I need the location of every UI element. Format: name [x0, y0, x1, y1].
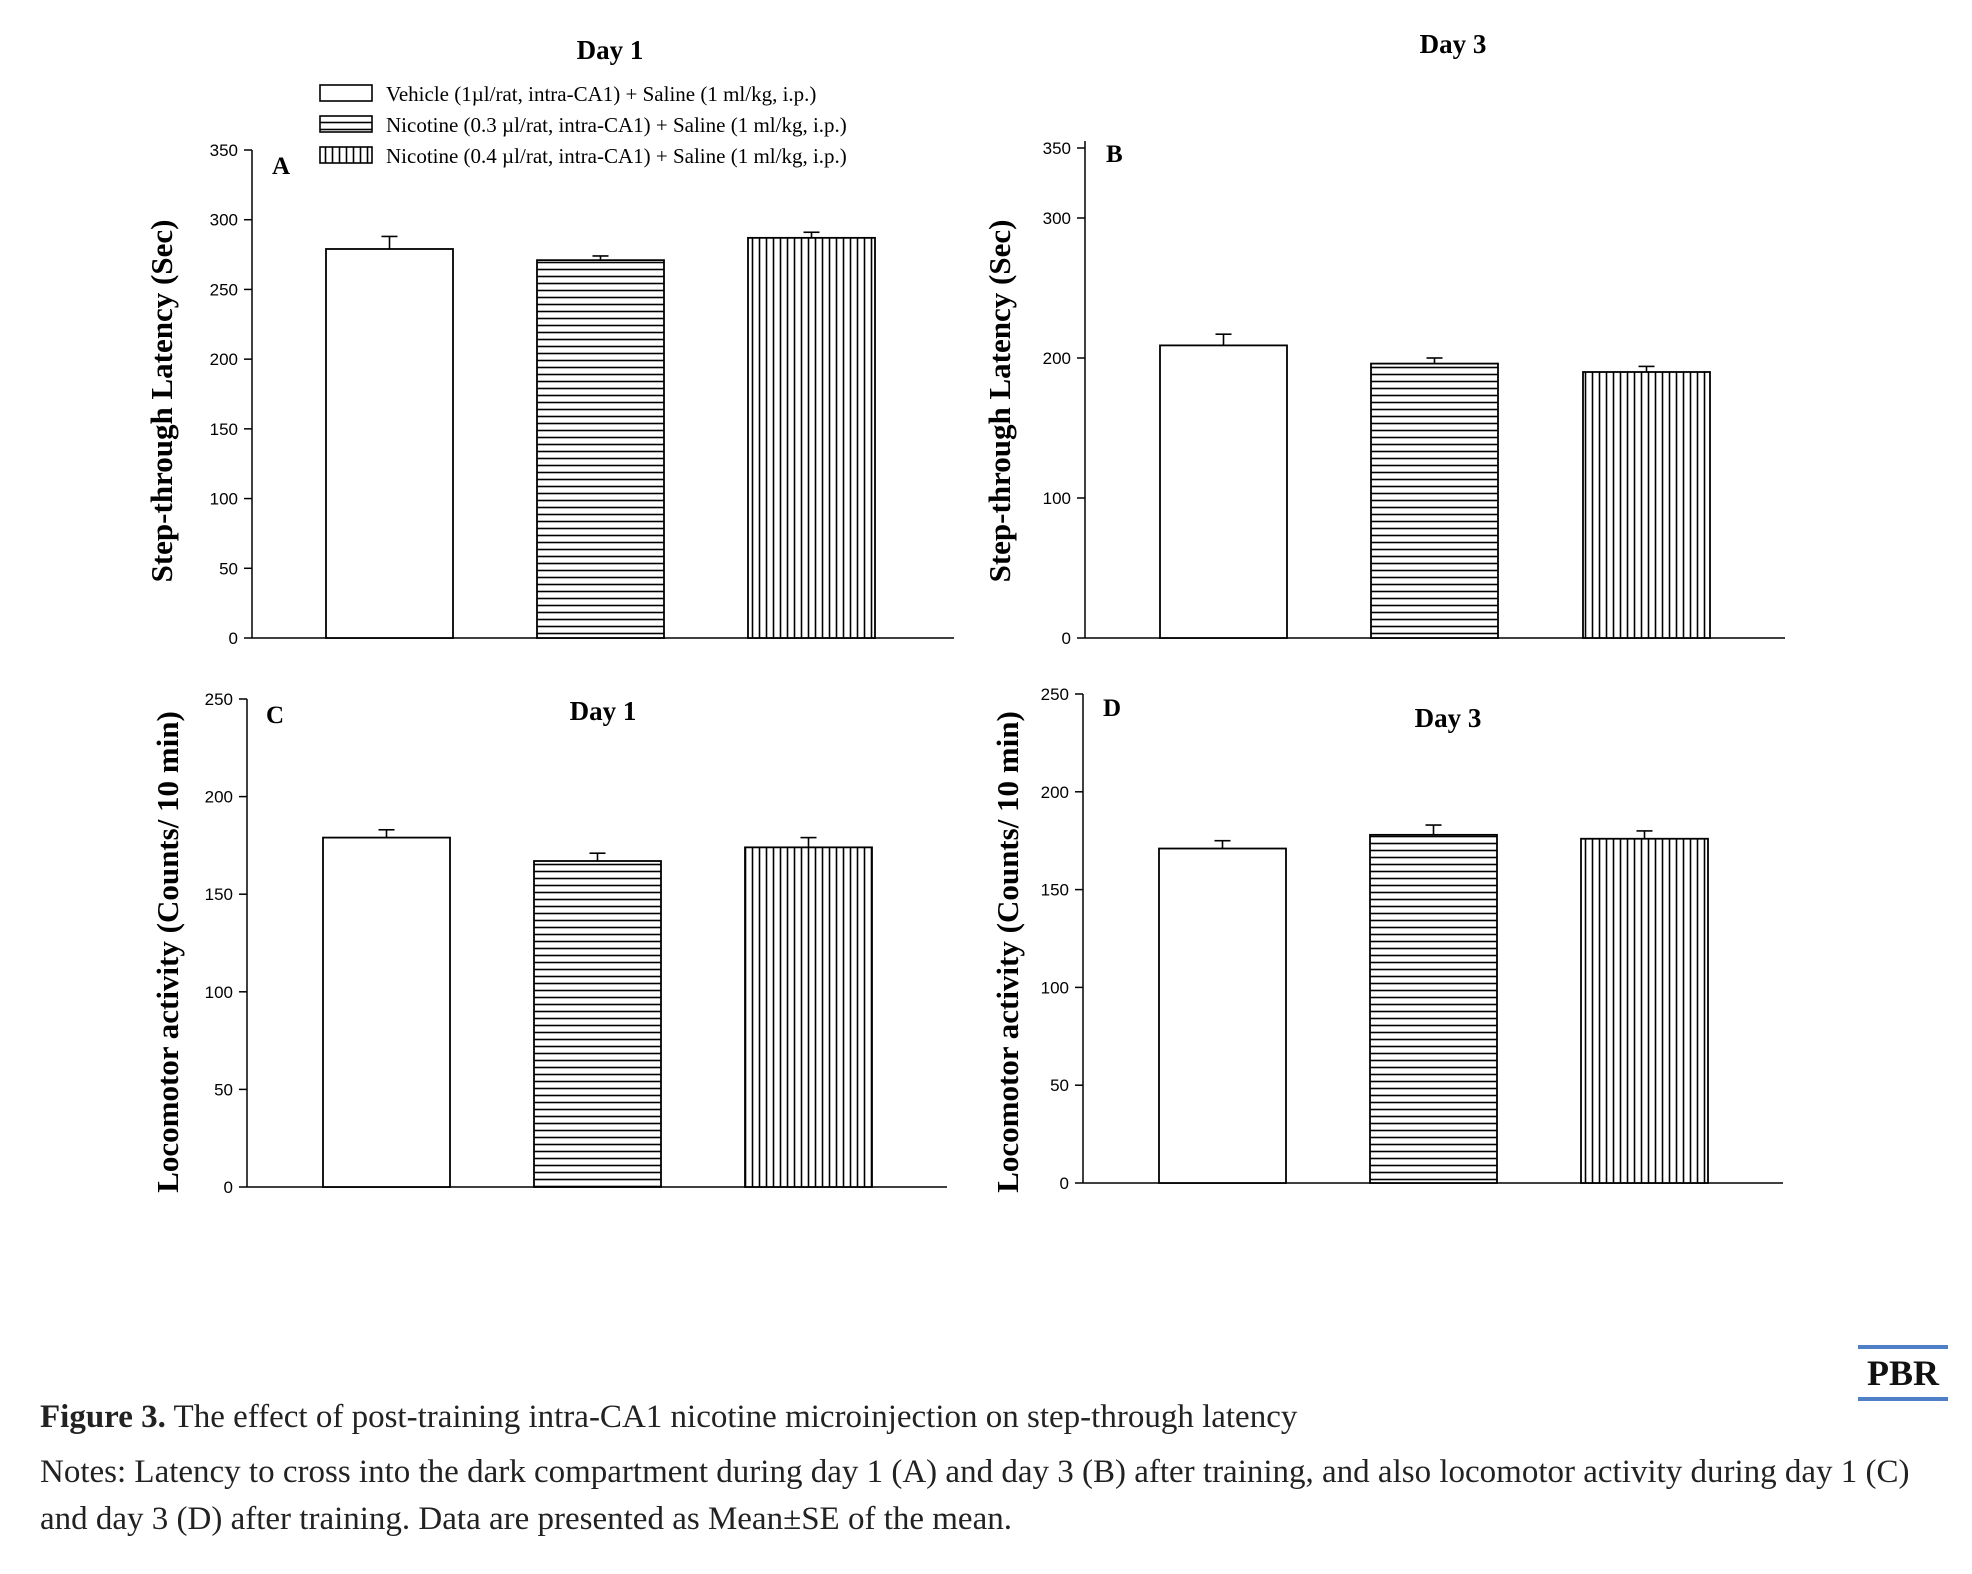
panel-a-y-tick-label: 200 — [210, 350, 238, 369]
panel-c-letter: C — [266, 702, 284, 729]
panel-c-y-tick-label: 200 — [205, 788, 233, 807]
panel-d: 0 50 100 150 200 250 — [1041, 685, 1783, 1193]
figure-chart-area: Vehicle (1µl/rat, intra-CA1) + Saline (1… — [144, 29, 1785, 1197]
panel-c-bar-nicotine-0-4 — [744, 846, 873, 1188]
panel-c-y-tick-label: 100 — [205, 983, 233, 1002]
legend-label: Vehicle (1µl/rat, intra-CA1) + Saline (1… — [386, 82, 816, 106]
figure-caption: Figure 3. The effect of post-training in… — [40, 1395, 1960, 1543]
panel-d-y-tick-label: 0 — [1060, 1174, 1069, 1193]
journal-logo: PBR — [1858, 1345, 1948, 1401]
legend-label: Nicotine (0.4 µl/rat, intra-CA1) + Salin… — [386, 144, 847, 168]
panel-a-y-tick-label: 300 — [210, 211, 238, 230]
legend-label: Nicotine (0.3 µl/rat, intra-CA1) + Salin… — [386, 113, 847, 137]
panel-b-ylabel: Step-through Latency (Sec) — [982, 220, 1017, 583]
panel-b-bar-vehicle — [1159, 344, 1288, 639]
panel-d-y-tick-label: 150 — [1041, 881, 1069, 900]
chart-panels: 0 50 100 150 200 250 300 350 0 100 200 300 350 0 50 100… — [205, 139, 1785, 1197]
panel-d-y-tick-label: 200 — [1041, 783, 1069, 802]
panel-d-ylabel: Locomotor activity (Counts/ 10 min) — [990, 711, 1025, 1193]
panel-a-y-tick-label: 50 — [219, 559, 238, 578]
panel-c-title: Day 1 — [570, 696, 637, 726]
panel-a-bar-nicotine-0-3 — [536, 259, 665, 639]
panel-d-bar-nicotine-0-3 — [1369, 833, 1498, 1184]
panel-c-y-tick-label: 150 — [205, 885, 233, 904]
legend-swatch-open — [319, 84, 373, 102]
legend: Vehicle (1µl/rat, intra-CA1) + Saline (1… — [319, 82, 847, 168]
legend-item-nicotine-0-4: Nicotine (0.4 µl/rat, intra-CA1) + Salin… — [319, 144, 847, 168]
panel-c-ylabel: Locomotor activity (Counts/ 10 min) — [150, 711, 185, 1193]
panel-d-bar-nicotine-0-4 — [1580, 837, 1709, 1184]
panel-b: 0 100 200 300 350 — [1043, 139, 1785, 648]
panel-b-bar-nicotine-0-4 — [1582, 371, 1711, 639]
panel-d-bar-vehicle — [1158, 847, 1287, 1184]
panel-b-y-tick-label: 100 — [1043, 489, 1071, 508]
panel-b-y-tick-label: 350 — [1043, 139, 1071, 158]
panel-c-bar-vehicle — [322, 836, 451, 1188]
panel-a-y-tick-label: 0 — [229, 629, 238, 648]
panel-a-title: Day 1 — [577, 35, 644, 65]
legend-swatch-vertical — [319, 146, 373, 164]
panel-a-y-tick-label: 250 — [210, 280, 238, 299]
legend-item-vehicle: Vehicle (1µl/rat, intra-CA1) + Saline (1… — [319, 82, 816, 106]
panel-c-bar-nicotine-0-3 — [533, 860, 662, 1188]
panel-c-y-tick-label: 0 — [224, 1178, 233, 1197]
panel-d-y-tick-label: 250 — [1041, 685, 1069, 704]
panel-a-ylabel: Step-through Latency (Sec) — [144, 220, 179, 583]
panel-c-y-tick-label: 250 — [205, 690, 233, 709]
panel-d-title: Day 3 — [1415, 703, 1482, 733]
caption-title: The effect of post-training intra-CA1 ni… — [173, 1399, 1298, 1435]
panel-d-y-tick-label: 100 — [1041, 978, 1069, 997]
panel-b-title: Day 3 — [1420, 29, 1487, 59]
panel-a-y-tick-label: 100 — [210, 490, 238, 509]
caption-line: Figure 3. The effect of post-training in… — [40, 1395, 1960, 1439]
panel-a: 0 50 100 150 200 250 300 350 — [210, 141, 954, 648]
panel-a-letter: A — [272, 153, 290, 180]
panel-b-bar-nicotine-0-3 — [1370, 362, 1499, 639]
panel-a-bar-vehicle — [325, 248, 454, 639]
panel-a-y-tick-label: 350 — [210, 141, 238, 160]
panel-c: 0 50 100 150 200 250 — [205, 690, 947, 1197]
panel-b-y-tick-label: 0 — [1062, 629, 1071, 648]
panel-a-bar-nicotine-0-4 — [747, 236, 876, 639]
caption-label: Figure 3. — [40, 1399, 166, 1435]
panel-a-y-tick-label: 150 — [210, 420, 238, 439]
panel-b-letter: B — [1106, 141, 1123, 168]
legend-item-nicotine-0-3: Nicotine (0.3 µl/rat, intra-CA1) + Salin… — [319, 113, 847, 137]
panel-b-y-tick-label: 200 — [1043, 349, 1071, 368]
caption-notes: Notes: Latency to cross into the dark co… — [40, 1454, 1910, 1537]
legend-swatch-horizontal — [319, 115, 373, 133]
panel-d-y-tick-label: 50 — [1050, 1076, 1069, 1095]
panel-b-y-tick-label: 300 — [1043, 209, 1071, 228]
panel-c-y-tick-label: 50 — [214, 1080, 233, 1099]
panel-d-letter: D — [1103, 695, 1121, 722]
